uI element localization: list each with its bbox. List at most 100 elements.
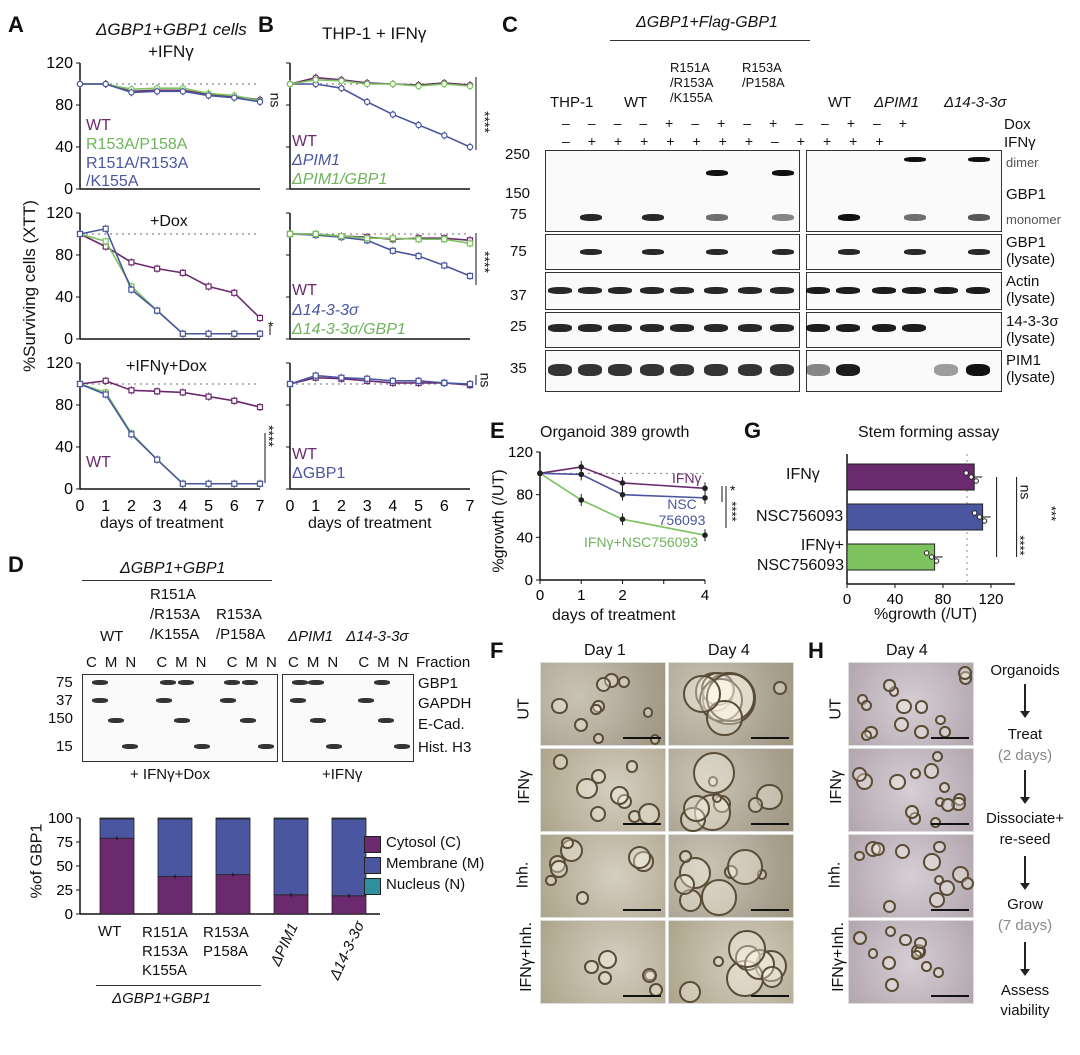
panel-h-flow-treat-days: (2 days) (997, 747, 1053, 764)
blot-band (92, 680, 108, 685)
blot-band (806, 324, 830, 332)
data-point (466, 82, 474, 90)
data-point (179, 389, 186, 396)
panel-g-cat-nsc: NSC756093 (756, 508, 844, 525)
organoid (627, 845, 652, 869)
x-tick-label: 6 (230, 498, 239, 515)
blot-band (224, 680, 240, 685)
blot-band (902, 324, 926, 332)
organoid (914, 699, 929, 714)
panel-d-fractions: CMN CMN CMN (86, 654, 285, 671)
panel-h-flow-arrow-2 (1020, 770, 1030, 804)
blot-band (836, 324, 860, 332)
organoid (920, 961, 932, 972)
panel-g-sig-3: *** (1044, 505, 1060, 522)
panel-c-group-wt: WT (624, 94, 648, 111)
panel-b-legend-pim1-gbp1: ΔPIM1/GBP1 (292, 171, 388, 188)
panel-e-series-combo: IFNγ+NSC756093 (584, 534, 699, 550)
series-line (79, 380, 261, 408)
organoid (882, 955, 897, 970)
organoid (913, 936, 927, 950)
panel-e-sig-1: * (730, 482, 736, 498)
organoid (883, 679, 896, 692)
series-line (289, 233, 471, 277)
x-tick-label: 0 (843, 591, 851, 608)
organoid (914, 725, 929, 740)
blot-band (642, 214, 664, 221)
organoid (933, 840, 946, 853)
blot-band (242, 680, 258, 685)
organoid (861, 730, 872, 741)
data-point (286, 230, 294, 238)
panel-d-mw-37: 37 (56, 692, 73, 709)
blot-band (968, 157, 990, 162)
blot-band (394, 744, 410, 749)
data-point (256, 404, 264, 411)
panel-h-flow-assess: Assess (1000, 982, 1050, 999)
panel-h-flow-arrow-1 (1020, 684, 1030, 718)
panel-d-header-line (82, 580, 272, 581)
data-point (256, 330, 264, 337)
panel-a-sig-top: ns (267, 92, 284, 108)
y-tick-label: 40 (55, 289, 73, 306)
y-tick-label: 0 (64, 181, 73, 198)
panel-f-row-ut: UT (515, 698, 533, 720)
panel-h-flow-treat: Treat (1007, 726, 1043, 743)
panel-d-xlabel-wt: WT (98, 923, 122, 940)
data-point (415, 121, 422, 129)
organoid (853, 930, 868, 946)
panel-h-flow-grow: Grow (1007, 896, 1043, 913)
panel-d-blot-hist: Hist. H3 (418, 739, 472, 756)
data-point (256, 480, 264, 487)
x-tick-label: 0 (536, 587, 544, 604)
x-tick-label: 4 (388, 498, 397, 515)
y-tick-label: 100 (48, 810, 73, 827)
bar-segment (273, 817, 309, 820)
panel-a-sub-ifng-dox: +IFNγ+Dox (126, 358, 207, 375)
y-tick-label: 80 (55, 397, 73, 414)
panel-f-row-combo: IFNγ+Inh. (517, 922, 535, 992)
data-point (466, 143, 474, 151)
data-point (441, 132, 448, 139)
organoid (649, 734, 661, 745)
panel-c-group-pim1: ΔPIM1 (874, 94, 920, 111)
blot-band (580, 249, 602, 255)
blot-band (326, 744, 342, 749)
blot-band (872, 324, 896, 332)
panel-d-blots-right (282, 674, 414, 762)
blot-band (670, 324, 694, 332)
panel-a-sig-bot: **** (260, 425, 277, 447)
blot-band (548, 324, 572, 332)
panel-h-photo-combo (848, 920, 974, 1004)
data-point (312, 372, 319, 379)
organoid (678, 849, 692, 863)
x-tick-label: 5 (204, 498, 213, 515)
panel-c-label: C (502, 12, 518, 37)
panel-d-legend-membrane: Membrane (M) (386, 855, 485, 872)
panel-c-label-1433: 14-3-3σ (lysate) (1006, 313, 1059, 347)
organoid (545, 874, 557, 887)
panel-f-row-ifng: IFNγ (515, 770, 533, 804)
data-point (179, 88, 187, 95)
blot-band (156, 698, 172, 703)
scale-bar (623, 909, 661, 911)
bar-segment (215, 818, 251, 876)
blot-band (580, 214, 602, 221)
bar-segment (215, 874, 251, 915)
panel-a-legend-r153: R153A/P158A (86, 136, 188, 153)
blot-band (806, 364, 830, 376)
organoid (885, 977, 899, 992)
series-line (289, 78, 471, 87)
data-point (205, 480, 212, 487)
x-tick-label: 3 (153, 498, 162, 515)
data-point (363, 80, 371, 88)
organoid (910, 767, 921, 779)
blot-band (706, 214, 728, 221)
replicate-point (971, 510, 978, 516)
blot-band (640, 324, 664, 332)
blot-band (934, 287, 958, 294)
blot-band (220, 698, 236, 703)
data-point (76, 230, 84, 238)
panel-d-blot-gapdh: GAPDH (418, 695, 472, 712)
